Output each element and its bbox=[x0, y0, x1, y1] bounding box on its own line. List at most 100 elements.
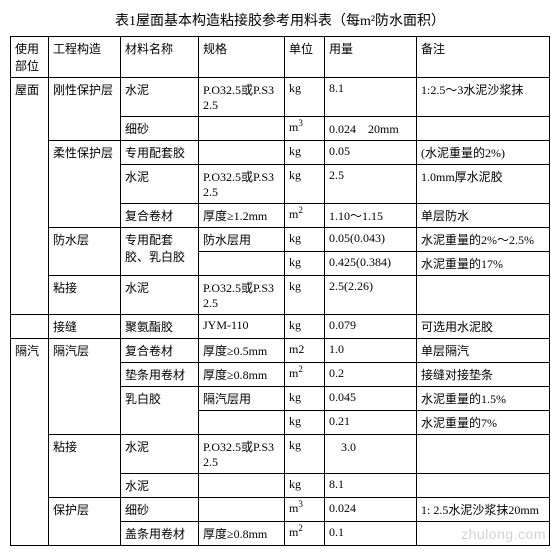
cell-note: 水泥重量的7% bbox=[417, 411, 550, 435]
construct-bond: 粘接 bbox=[49, 276, 121, 315]
cell-amount: 2.5(2.26) bbox=[325, 276, 417, 315]
cell-spec: P.O32.5或P.S32.5 bbox=[199, 165, 285, 204]
table-row: 粘接 水泥 P.O32.5或P.S32.5 kg 3.0 bbox=[11, 435, 550, 474]
cell-spec bbox=[199, 252, 285, 276]
cell-spec: P.O32.5或P.S32.5 bbox=[199, 78, 285, 117]
cell-unit: kg bbox=[285, 315, 325, 339]
cell-note: 水泥重量的1.5% bbox=[417, 387, 550, 411]
cell-amount: 0.024 bbox=[325, 498, 417, 522]
cell-note bbox=[417, 435, 550, 474]
cell-unit: m2 bbox=[285, 339, 325, 363]
cell-spec: 厚度≥0.8mm bbox=[199, 522, 285, 546]
cell-material: 专用配套胶、乳白胶 bbox=[121, 228, 199, 276]
cell-unit: kg bbox=[285, 276, 325, 315]
cell-amount: 8.1 bbox=[325, 474, 417, 498]
table-row: 屋面 刚性保护层 水泥 P.O32.5或P.S32.5 kg 8.1 1:2.5… bbox=[11, 78, 550, 117]
cell-unit: kg bbox=[285, 435, 325, 474]
cell-note bbox=[417, 276, 550, 315]
cell-unit: kg bbox=[285, 411, 325, 435]
table-row: 粘接 水泥 P.O32.5或P.S32.5 kg 2.5(2.26) bbox=[11, 276, 550, 315]
cell-note bbox=[417, 522, 550, 546]
cell-spec: 隔汽层用 bbox=[199, 387, 285, 411]
cell-material: 水泥 bbox=[121, 78, 199, 117]
cell-note bbox=[417, 117, 550, 141]
table-row: 隔汽 隔汽层 复合卷材 厚度≥0.5mm m2 1.0 单层隔汽 bbox=[11, 339, 550, 363]
unit-m: m bbox=[289, 120, 298, 134]
cell-unit: kg bbox=[285, 165, 325, 204]
unit-m: m bbox=[289, 501, 298, 515]
cell-amount: 0.425(0.384) bbox=[325, 252, 417, 276]
cell-amount: 0.05(0.043) bbox=[325, 228, 417, 252]
cell-unit: m3 bbox=[285, 117, 325, 141]
cell-spec: JYM-110 bbox=[199, 315, 285, 339]
cell-amount: 0.045 bbox=[325, 387, 417, 411]
cell-material: 水泥 bbox=[121, 276, 199, 315]
cell-spec bbox=[199, 141, 285, 165]
construct-rigid: 刚性保护层 bbox=[49, 78, 121, 141]
amt-b: 20mm bbox=[368, 122, 399, 136]
construct-waterproof: 防水层 bbox=[49, 228, 121, 276]
cell-note: 接缝对接垫条 bbox=[417, 363, 550, 387]
cell-spec bbox=[199, 117, 285, 141]
header-row: 使用部位 工程构造 材料名称 规格 单位 用量 备注 bbox=[11, 37, 550, 78]
cell-amount: 0.2 bbox=[325, 363, 417, 387]
cell-unit: kg bbox=[285, 387, 325, 411]
cell-spec: 厚度≥0.5mm bbox=[199, 339, 285, 363]
cell-unit: kg bbox=[285, 78, 325, 117]
cell-spec: P.O32.5或P.S32.5 bbox=[199, 435, 285, 474]
cell-material: 乳白胶 bbox=[121, 387, 199, 435]
part-blank bbox=[11, 315, 49, 339]
cell-material: 垫条用卷材 bbox=[121, 363, 199, 387]
construct-vapor-bond: 粘接 bbox=[49, 435, 121, 498]
cell-note: 可选用水泥胶 bbox=[417, 315, 550, 339]
construct-joint: 接缝 bbox=[49, 315, 121, 339]
cell-note bbox=[417, 474, 550, 498]
cell-amount: 2.5 bbox=[325, 165, 417, 204]
construct-vapor-layer: 隔汽层 bbox=[49, 339, 121, 435]
cell-amount: 8.1 bbox=[325, 78, 417, 117]
cell-amount: 0.079 bbox=[325, 315, 417, 339]
cell-unit: m3 bbox=[285, 498, 325, 522]
cell-amount: 0.05 bbox=[325, 141, 417, 165]
cell-unit: kg bbox=[285, 228, 325, 252]
cell-amount: 0.1 bbox=[325, 522, 417, 546]
cell-spec bbox=[199, 498, 285, 522]
cell-unit: kg bbox=[285, 252, 325, 276]
cell-unit: kg bbox=[285, 141, 325, 165]
cell-material: 水泥 bbox=[121, 474, 199, 498]
cell-material: 盖条用卷材 bbox=[121, 522, 199, 546]
table-row: 防水层 专用配套胶、乳白胶 防水层用 kg 0.05(0.043) 水泥重量的2… bbox=[11, 228, 550, 252]
construct-protect: 保护层 bbox=[49, 498, 121, 546]
cell-note: 1:2.5～3水泥沙浆抹 bbox=[417, 78, 550, 117]
cell-material: 细砂 bbox=[121, 498, 199, 522]
h-spec: 规格 bbox=[199, 37, 285, 78]
cell-note: 水泥重量的2%～2.5% bbox=[417, 228, 550, 252]
cell-material: 聚氨酯胶 bbox=[121, 315, 199, 339]
cell-amount: 3.0 bbox=[325, 435, 417, 474]
cell-note: 水泥重量的17% bbox=[417, 252, 550, 276]
cell-note: 1: 2.5水泥沙浆抹20mm bbox=[417, 498, 550, 522]
cell-material: 专用配套胶 bbox=[121, 141, 199, 165]
amt-a: 0.024 bbox=[329, 122, 356, 136]
cell-note: 单层隔汽 bbox=[417, 339, 550, 363]
h-part: 使用部位 bbox=[11, 37, 49, 78]
h-note: 备注 bbox=[417, 37, 550, 78]
cell-material: 细砂 bbox=[121, 117, 199, 141]
cell-note: 单层防水 bbox=[417, 204, 550, 228]
cell-note: (水泥重量的2%) bbox=[417, 141, 550, 165]
cell-note: 1.0mm厚水泥胶 bbox=[417, 165, 550, 204]
cell-amount: 1.0 bbox=[325, 339, 417, 363]
material-table: 使用部位 工程构造 材料名称 规格 单位 用量 备注 屋面 刚性保护层 水泥 P… bbox=[10, 36, 550, 546]
table-title: 表1屋面基本构造粘接胶参考用料表（每m²防水面积） bbox=[10, 10, 550, 30]
cell-amount: 0.024 20mm bbox=[325, 117, 417, 141]
part-vapor: 隔汽 bbox=[11, 339, 49, 546]
cell-material: 水泥 bbox=[121, 165, 199, 204]
cell-unit: kg bbox=[285, 474, 325, 498]
unit-m: m bbox=[289, 525, 298, 539]
cell-material: 水泥 bbox=[121, 435, 199, 474]
cell-material: 复合卷材 bbox=[121, 204, 199, 228]
cell-spec: 厚度≥1.2mm bbox=[199, 204, 285, 228]
construct-flex: 柔性保护层 bbox=[49, 141, 121, 228]
unit-m: m bbox=[289, 207, 298, 221]
table-row: 柔性保护层 专用配套胶 kg 0.05 (水泥重量的2%) bbox=[11, 141, 550, 165]
